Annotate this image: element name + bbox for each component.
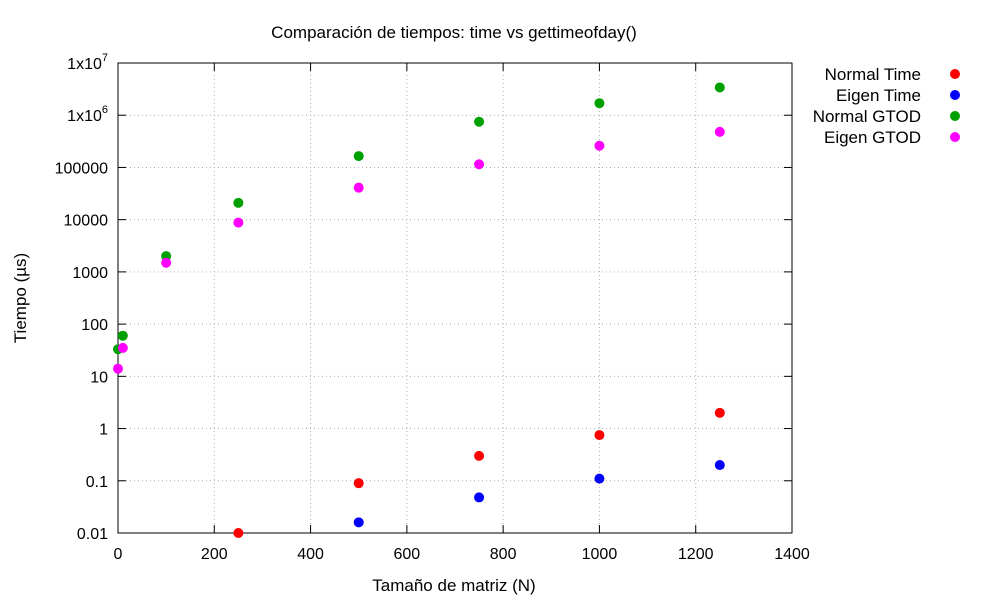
y-tick-label: 0.1 [86, 474, 108, 491]
x-axis-label: Tamaño de matriz (N) [372, 576, 535, 595]
x-tick-label: 600 [394, 546, 421, 563]
data-point-normal-gtod [117, 330, 128, 341]
data-point-normal-gtod [714, 82, 725, 93]
y-tick-label: 100000 [55, 160, 108, 177]
x-tick-label: 400 [297, 546, 324, 563]
plot-frame [117, 62, 793, 534]
data-point-normal-gtod [353, 151, 364, 162]
data-point-eigen-gtod [161, 257, 172, 268]
data-point-normal-time [594, 430, 605, 441]
y-tick-label-exponent: 6 [102, 104, 108, 116]
axis-ticks: 0 200 400 600 800 1000 1200 1400 0.01 0.1 1 10 100 10… [55, 52, 810, 563]
data-point-eigen-gtod [594, 140, 605, 151]
y-tick-label: 1000 [72, 265, 108, 282]
y-tick-label: 10 [90, 369, 108, 386]
y-axis-label: Tiempo (µs) [11, 253, 30, 343]
data-point-normal-time [474, 450, 485, 461]
x-tick-label: 1000 [582, 546, 618, 563]
legend-label: Eigen GTOD [824, 128, 921, 147]
y-tick-label-base: 1x10 [67, 56, 102, 73]
y-tick-label: 100 [81, 317, 108, 334]
data-points [113, 82, 725, 538]
x-tick-label: 1400 [774, 546, 810, 563]
grid [118, 63, 792, 533]
legend-label: Eigen Time [836, 86, 921, 105]
data-point-normal-time [353, 478, 364, 489]
legend: Normal Time Eigen Time Normal GTOD Eigen GT… [813, 65, 960, 147]
data-point-eigen-time [353, 517, 364, 528]
y-tick-label: 1 [99, 422, 108, 439]
y-tick-label: 1x107 [67, 52, 108, 73]
data-point-eigen-gtod [353, 182, 364, 193]
legend-label: Normal GTOD [813, 107, 921, 126]
data-point-normal-time [233, 528, 244, 538]
data-point-normal-gtod [594, 98, 605, 109]
data-point-eigen-time [474, 492, 485, 503]
data-point-eigen-gtod [233, 217, 244, 228]
data-point-eigen-gtod [474, 159, 485, 170]
data-point-eigen-time [594, 473, 605, 484]
data-point-eigen-gtod [113, 363, 123, 374]
x-tick-label: 1200 [678, 546, 714, 563]
x-tick-label: 0 [114, 546, 123, 563]
data-point-eigen-time [714, 460, 725, 471]
legend-marker [950, 132, 960, 142]
y-tick-label: 1x106 [67, 104, 108, 125]
x-tick-label: 800 [490, 546, 517, 563]
chart-title: Comparación de tiempos: time vs gettimeo… [271, 23, 637, 42]
y-tick-label-exponent: 7 [102, 52, 108, 64]
legend-marker [950, 69, 960, 79]
legend-marker [950, 90, 960, 100]
y-tick-label-base: 1x10 [67, 108, 102, 125]
legend-label: Normal Time [825, 65, 921, 84]
data-point-eigen-gtod [714, 126, 725, 137]
x-tick-label: 200 [201, 546, 228, 563]
legend-marker [950, 111, 960, 121]
y-tick-label: 0.01 [77, 526, 108, 543]
y-tick-label: 10000 [64, 213, 109, 230]
data-point-normal-gtod [474, 116, 485, 127]
data-point-normal-gtod [233, 197, 244, 208]
data-point-normal-time [714, 407, 725, 418]
data-point-eigen-gtod [117, 342, 128, 353]
